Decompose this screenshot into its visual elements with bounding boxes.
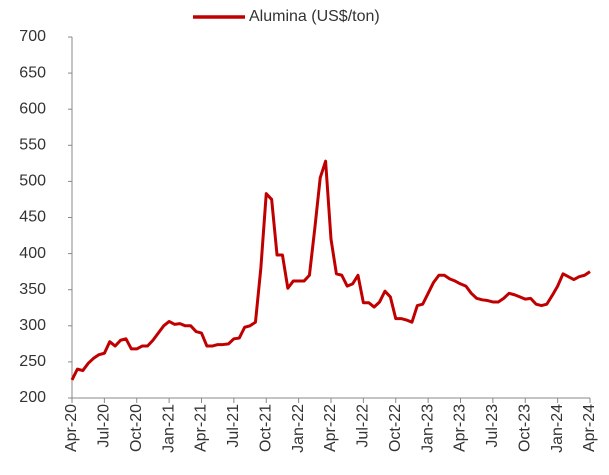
y-tick-label: 300 xyxy=(19,317,46,334)
y-tick-label: 700 xyxy=(19,28,46,45)
y-tick-label: 650 xyxy=(19,64,46,81)
x-tick-label: Jul-20 xyxy=(96,404,113,448)
data-line xyxy=(70,159,591,381)
y-tick-label: 250 xyxy=(19,353,46,370)
x-tick-label: Jan-23 xyxy=(419,404,436,453)
y-tick-label: 350 xyxy=(19,281,46,298)
x-tick-label: Jan-24 xyxy=(549,404,566,453)
x-tick-label: Oct-20 xyxy=(128,404,145,452)
x-tick-label: Apr-20 xyxy=(63,404,80,452)
x-tick-label: Apr-24 xyxy=(581,404,598,452)
x-tick-label: Oct-23 xyxy=(516,404,533,452)
x-tick-label: Apr-23 xyxy=(452,404,469,452)
y-tick-label: 500 xyxy=(19,173,46,190)
y-tick-label: 450 xyxy=(19,209,46,226)
y-tick-label: 600 xyxy=(19,100,46,117)
legend-label: Alumina (US$/ton) xyxy=(249,8,380,25)
x-tick-label: Jan-22 xyxy=(290,404,307,453)
y-tick-label: 550 xyxy=(19,137,46,154)
y-tick-label: 400 xyxy=(19,245,46,262)
x-tick-label: Jul-22 xyxy=(355,404,372,448)
x-tick-label: Apr-22 xyxy=(322,404,339,452)
x-tick-label: Oct-21 xyxy=(257,404,274,452)
x-tick-label: Apr-21 xyxy=(193,404,210,452)
y-tick-label: 200 xyxy=(19,389,46,406)
x-tick-label: Jul-23 xyxy=(484,404,501,448)
x-tick-label: Jan-21 xyxy=(160,404,177,453)
x-tick-label: Jul-21 xyxy=(225,404,242,448)
x-tick-label: Oct-22 xyxy=(387,404,404,452)
